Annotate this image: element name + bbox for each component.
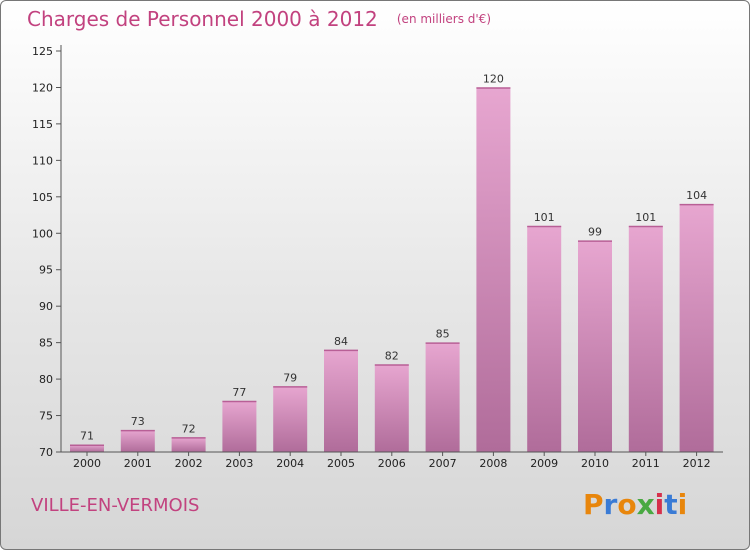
bar xyxy=(120,430,155,452)
y-tick-label: 105 xyxy=(32,191,53,204)
x-tick-label: 2012 xyxy=(683,457,711,470)
y-tick-label: 85 xyxy=(39,337,53,350)
x-tick-label: 2008 xyxy=(479,457,507,470)
x-axis: 2000 2001 2002 2003 2004 2005 2006 2007 2008 2009… xyxy=(61,451,723,470)
bar xyxy=(679,204,714,452)
y-tick-label: 125 xyxy=(32,45,53,58)
data-label: 101 xyxy=(635,211,656,224)
y-tick-label: 100 xyxy=(32,227,53,240)
logo-letter: o xyxy=(617,488,637,521)
data-label: 82 xyxy=(385,350,399,363)
data-label: 77 xyxy=(232,386,246,399)
y-tick-label: 90 xyxy=(39,300,53,313)
y-tick-label: 80 xyxy=(39,373,53,386)
x-tick-label: 2003 xyxy=(225,457,253,470)
x-tick-label: 2004 xyxy=(276,457,304,470)
x-tick-label: 2000 xyxy=(73,457,101,470)
bars: 71 73 72 77 79 84 82 85 120 101 99 101 104 xyxy=(70,72,714,453)
x-tick-label: 2002 xyxy=(175,457,203,470)
bar xyxy=(171,437,206,452)
chart-title: Charges de Personnel 2000 à 2012 xyxy=(27,7,378,31)
data-label: 71 xyxy=(80,430,94,443)
bar xyxy=(578,240,612,452)
commune-name: VILLE-EN-VERMOIS xyxy=(31,495,200,516)
data-label: 101 xyxy=(534,211,555,224)
bar xyxy=(324,349,358,452)
bar xyxy=(527,225,562,452)
data-label: 84 xyxy=(334,335,348,348)
bar xyxy=(628,225,663,452)
logo-letter: P xyxy=(583,488,604,521)
logo-letter: t xyxy=(664,488,678,521)
data-label: 120 xyxy=(483,72,504,85)
x-tick-label: 2009 xyxy=(530,457,558,470)
y-tick-label: 115 xyxy=(32,118,53,131)
data-label: 99 xyxy=(588,226,602,239)
y-axis: 70 75 80 85 90 95 100 105 110 115 120 125 xyxy=(32,45,62,459)
proxiti-logo: Proxiti xyxy=(583,488,687,521)
y-tick-label: 120 xyxy=(32,81,53,94)
data-label: 79 xyxy=(283,371,297,384)
bar xyxy=(425,342,460,452)
y-tick-label: 75 xyxy=(39,410,53,423)
bar xyxy=(222,400,257,452)
y-tick-label: 110 xyxy=(32,154,53,167)
logo-letter: x xyxy=(636,488,655,521)
data-label: 85 xyxy=(436,328,450,341)
x-tick-label: 2005 xyxy=(327,457,355,470)
x-tick-label: 2011 xyxy=(632,457,660,470)
logo-letter: r xyxy=(603,488,618,521)
bar xyxy=(374,364,409,452)
data-label: 72 xyxy=(182,422,196,435)
x-tick-label: 2006 xyxy=(378,457,406,470)
data-label: 104 xyxy=(686,189,707,202)
data-label: 73 xyxy=(131,415,145,428)
bar xyxy=(70,444,104,452)
logo-letter: i xyxy=(677,488,688,521)
bar xyxy=(273,386,308,452)
bar xyxy=(476,87,511,453)
x-tick-label: 2007 xyxy=(429,457,457,470)
x-tick-label: 2001 xyxy=(124,457,152,470)
title-row: Charges de Personnel 2000 à 2012 (en mil… xyxy=(27,7,491,31)
y-tick-label: 95 xyxy=(39,264,53,277)
y-tick-label: 70 xyxy=(39,446,53,459)
chart-subtitle: (en milliers d'€) xyxy=(396,12,491,26)
logo-letter: i xyxy=(654,488,665,521)
x-tick-label: 2010 xyxy=(581,457,609,470)
